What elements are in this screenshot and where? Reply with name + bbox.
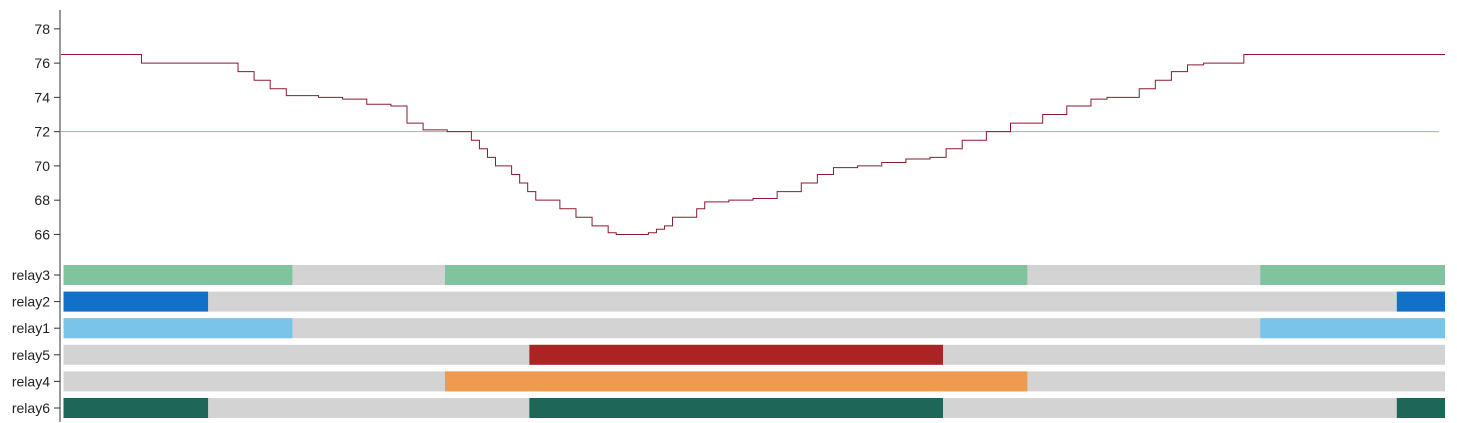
relay-on-segment: [1396, 291, 1445, 312]
y-tick-label: 72: [34, 124, 50, 140]
relay-on-segment: [1260, 265, 1445, 285]
relay-on-segment: [529, 398, 944, 418]
y-tick-label: 66: [34, 226, 50, 242]
relay-row-relay6: relay6: [12, 398, 1445, 418]
y-tick-label: 68: [34, 192, 50, 208]
relay-on-segment: [445, 371, 1028, 392]
temperature-panel: 66 68 70 72 74 76 78: [34, 10, 1445, 422]
relay-on-segment: [63, 398, 209, 418]
y-tick-label: 74: [34, 89, 50, 105]
relay-on-segment: [529, 344, 944, 365]
relay-row-relay5: relay5: [12, 344, 1445, 365]
relay-on-segment: [445, 265, 1028, 285]
temperature-line: [61, 54, 1445, 235]
y-tick-label: 70: [34, 158, 50, 174]
relay-label: relay6: [12, 400, 50, 416]
y-tick-label: 76: [34, 55, 50, 71]
relay-on-segment: [63, 265, 293, 285]
relay-row-relay4: relay4: [12, 371, 1445, 392]
relay-row-relay3: relay3: [12, 265, 1445, 285]
relay-on-segment: [63, 318, 293, 339]
relay-label: relay1: [12, 320, 50, 336]
relay-row-relay2: relay2: [12, 291, 1445, 312]
relay-off-background: [63, 318, 1445, 339]
relay-label: relay2: [12, 294, 50, 310]
relay-off-background: [63, 291, 1445, 312]
relay-row-relay1: relay1: [12, 318, 1445, 339]
relay-on-segment: [1396, 398, 1445, 418]
relay-label: relay3: [12, 267, 50, 283]
relay-on-segment: [1260, 318, 1445, 339]
relay-timeline-panel: relay3 relay2 relay1 relay5 relay4 relay6: [12, 265, 1445, 418]
relay-label: relay4: [12, 373, 50, 389]
y-tick-label: 78: [34, 21, 50, 37]
relay-label: relay5: [12, 347, 50, 363]
relay-on-segment: [63, 291, 209, 312]
